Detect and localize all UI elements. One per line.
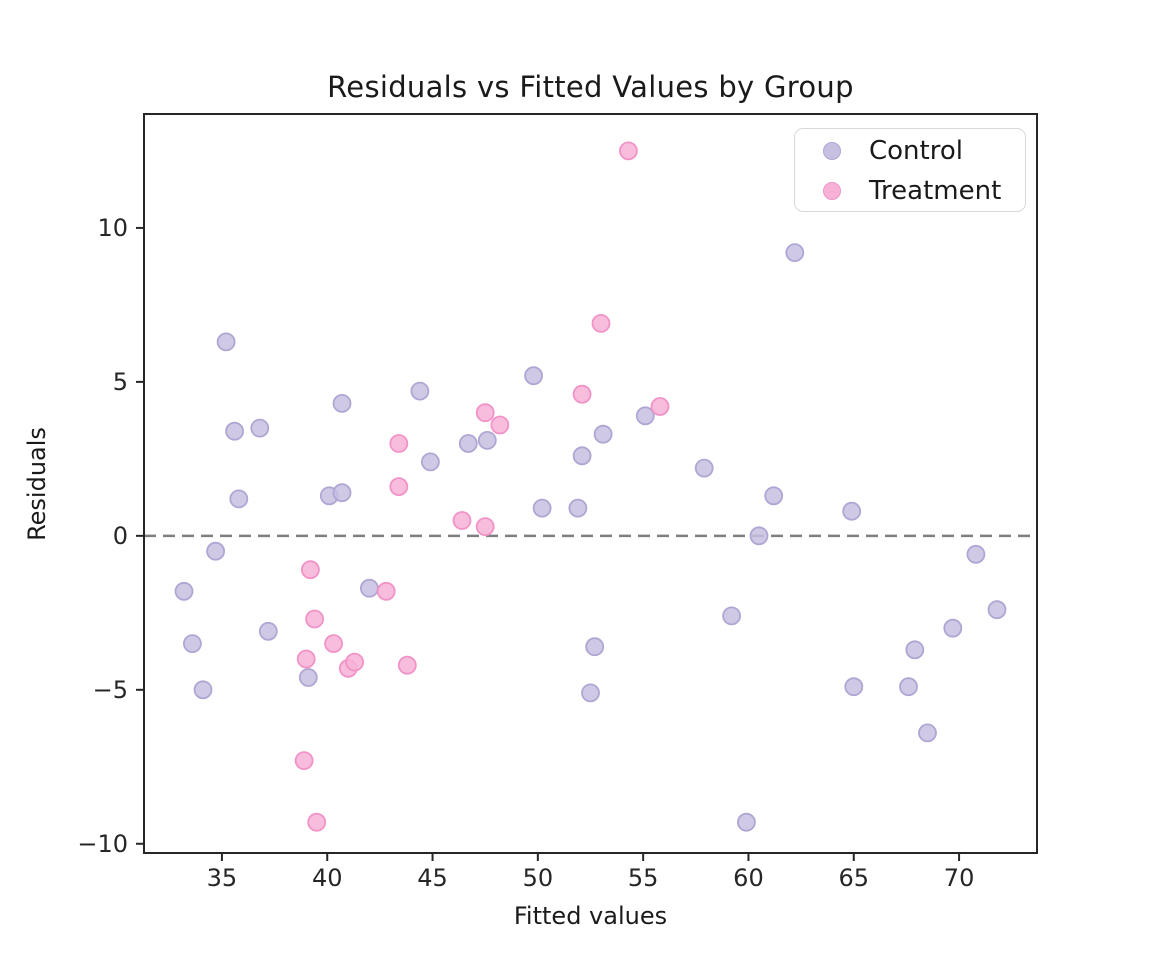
legend-label-control: Control bbox=[869, 136, 963, 166]
x-tick-label: 45 bbox=[417, 864, 448, 892]
chart-title: Residuals vs Fitted Values by Group bbox=[327, 70, 854, 104]
data-point-control bbox=[332, 393, 352, 413]
data-point-treatment bbox=[300, 560, 320, 580]
x-tick-label: 65 bbox=[838, 864, 869, 892]
data-point-control bbox=[966, 544, 986, 564]
data-point-treatment bbox=[296, 649, 316, 669]
data-point-control bbox=[568, 498, 588, 518]
data-point-treatment bbox=[324, 634, 344, 653]
data-point-control bbox=[193, 680, 213, 700]
data-point-treatment bbox=[397, 655, 417, 675]
data-point-control bbox=[694, 458, 714, 478]
data-point-treatment bbox=[389, 434, 409, 453]
y-tick-label: −10 bbox=[77, 830, 128, 858]
data-point-treatment bbox=[345, 652, 365, 672]
legend-entry-control: Control bbox=[795, 131, 963, 171]
data-point-control bbox=[359, 578, 379, 598]
data-point-control bbox=[749, 526, 769, 546]
data-point-control bbox=[737, 812, 756, 832]
data-point-control bbox=[332, 483, 352, 503]
data-point-control bbox=[785, 243, 805, 263]
data-point-treatment bbox=[307, 812, 327, 832]
control-legend-marker-icon bbox=[823, 142, 841, 160]
data-point-control bbox=[298, 668, 318, 687]
legend-entry-treatment: Treatment bbox=[795, 171, 1001, 211]
data-point-control bbox=[722, 606, 741, 626]
data-point-control bbox=[225, 421, 245, 441]
data-point-treatment bbox=[619, 141, 638, 161]
x-tick-label: 40 bbox=[312, 864, 343, 892]
data-point-treatment bbox=[572, 384, 592, 404]
y-tick-label: 5 bbox=[113, 368, 128, 396]
x-axis-label: Fitted values bbox=[513, 902, 668, 930]
data-point-control bbox=[764, 486, 784, 506]
data-point-control bbox=[899, 677, 918, 697]
data-point-control bbox=[844, 677, 864, 697]
data-point-control bbox=[206, 541, 226, 561]
x-tick-label: 35 bbox=[207, 864, 238, 892]
legend-box: Control Treatment bbox=[794, 128, 1026, 212]
y-tick-label: −5 bbox=[93, 676, 128, 704]
x-tick-label: 70 bbox=[944, 864, 975, 892]
data-point-treatment bbox=[475, 517, 495, 536]
data-point-treatment bbox=[305, 609, 325, 629]
data-point-control bbox=[410, 381, 430, 401]
data-point-control bbox=[182, 634, 202, 653]
data-point-treatment bbox=[294, 751, 314, 770]
data-point-control bbox=[458, 434, 478, 453]
data-point-control bbox=[593, 424, 613, 444]
x-tick-label: 60 bbox=[733, 864, 764, 892]
data-point-treatment bbox=[452, 511, 472, 530]
y-axis-label: Residuals bbox=[23, 427, 51, 541]
data-point-control bbox=[258, 621, 278, 641]
data-point-control bbox=[585, 637, 605, 657]
data-point-control bbox=[420, 452, 440, 472]
data-point-control bbox=[524, 366, 543, 386]
y-tick-label: 0 bbox=[113, 522, 128, 550]
x-tick-label: 55 bbox=[628, 864, 659, 892]
treatment-legend-marker-icon bbox=[823, 182, 841, 200]
data-point-treatment bbox=[475, 403, 495, 423]
data-point-control bbox=[918, 723, 937, 743]
data-point-control bbox=[216, 332, 236, 352]
data-point-control bbox=[581, 683, 600, 703]
data-point-treatment bbox=[389, 477, 409, 497]
axes-frame bbox=[143, 113, 1038, 854]
data-point-control bbox=[635, 406, 655, 426]
data-point-treatment bbox=[490, 415, 510, 435]
data-point-control bbox=[905, 640, 925, 660]
data-point-control bbox=[532, 498, 552, 518]
legend-label-treatment: Treatment bbox=[869, 176, 1002, 206]
data-point-treatment bbox=[650, 397, 670, 416]
data-point-treatment bbox=[591, 313, 611, 333]
data-point-control bbox=[174, 581, 194, 601]
data-point-treatment bbox=[376, 581, 396, 601]
data-point-control bbox=[477, 430, 497, 450]
data-point-control bbox=[943, 618, 963, 638]
data-point-control bbox=[572, 446, 592, 466]
data-point-control bbox=[250, 418, 270, 438]
x-tick-label: 50 bbox=[523, 864, 554, 892]
data-point-control bbox=[842, 501, 862, 521]
data-point-control bbox=[987, 600, 1007, 620]
y-tick-label: 10 bbox=[97, 214, 128, 242]
data-point-control bbox=[229, 489, 249, 509]
